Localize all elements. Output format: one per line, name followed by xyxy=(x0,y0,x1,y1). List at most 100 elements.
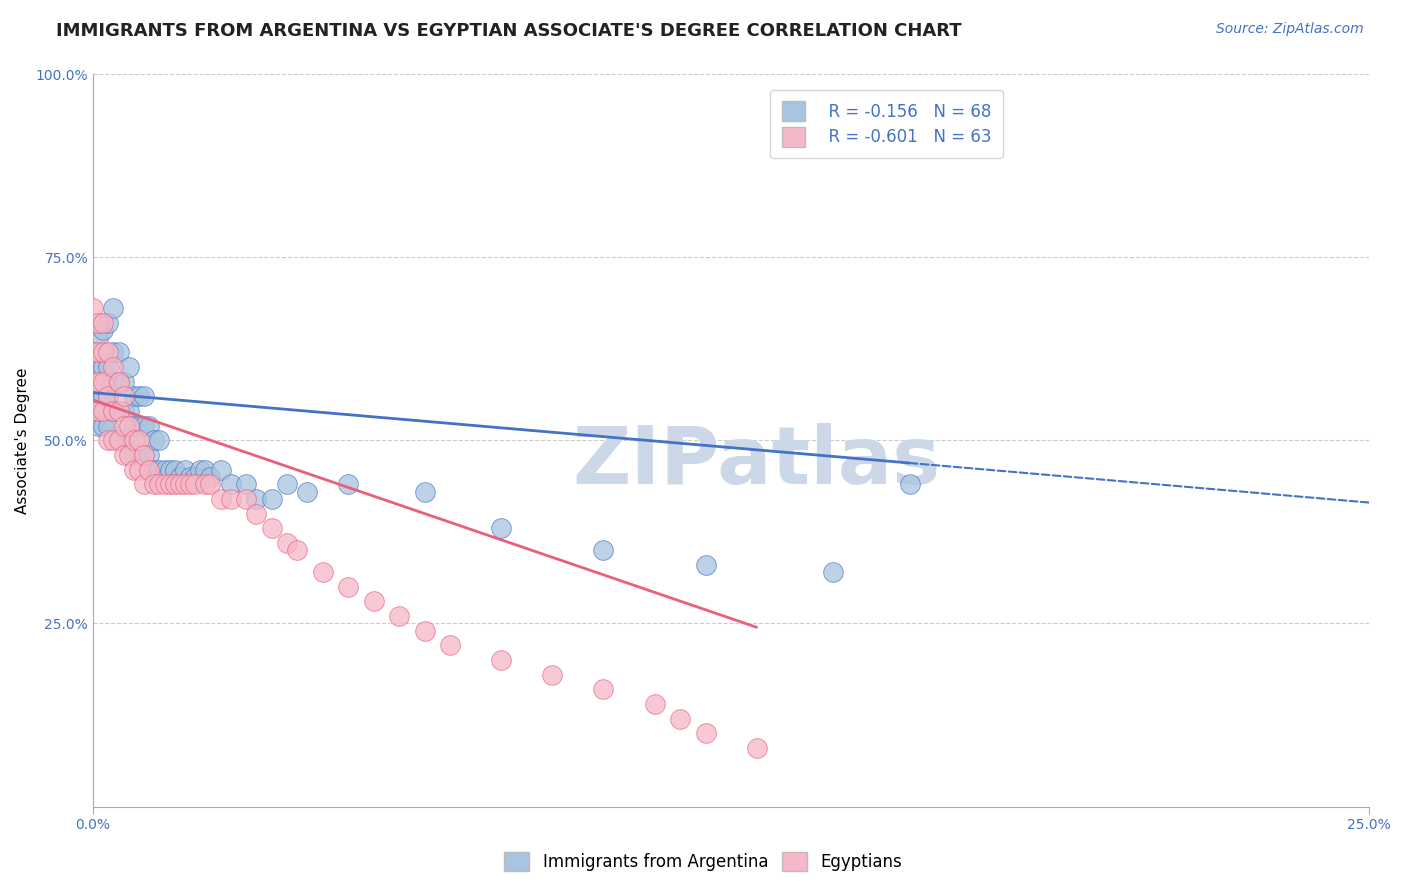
Point xyxy=(128,434,150,448)
Point xyxy=(179,477,201,491)
Point xyxy=(107,434,129,448)
Point xyxy=(297,484,319,499)
Point xyxy=(132,418,155,433)
Point xyxy=(103,375,125,389)
Point xyxy=(87,316,110,330)
Point xyxy=(122,418,145,433)
Point xyxy=(823,565,845,579)
Point xyxy=(184,470,207,484)
Point xyxy=(91,418,114,433)
Point xyxy=(260,521,283,535)
Point xyxy=(363,594,385,608)
Point xyxy=(132,477,155,491)
Point xyxy=(148,462,170,476)
Point xyxy=(82,375,104,389)
Point xyxy=(103,404,125,418)
Point xyxy=(169,470,191,484)
Point xyxy=(122,434,145,448)
Point xyxy=(745,741,768,756)
Point xyxy=(112,434,135,448)
Point xyxy=(97,389,120,403)
Legend: Immigrants from Argentina, Egyptians: Immigrants from Argentina, Egyptians xyxy=(496,843,910,880)
Point xyxy=(188,462,211,476)
Point xyxy=(82,301,104,316)
Point xyxy=(138,462,160,476)
Point xyxy=(118,448,141,462)
Point xyxy=(200,477,222,491)
Point xyxy=(107,404,129,418)
Point xyxy=(159,462,181,476)
Point xyxy=(118,418,141,433)
Point xyxy=(592,543,614,558)
Point xyxy=(97,418,120,433)
Point xyxy=(91,375,114,389)
Point xyxy=(97,434,120,448)
Point xyxy=(695,726,717,740)
Point xyxy=(153,477,176,491)
Point xyxy=(138,448,160,462)
Point xyxy=(82,345,104,359)
Point xyxy=(103,301,125,316)
Point xyxy=(209,491,232,506)
Point xyxy=(179,470,201,484)
Point xyxy=(103,404,125,418)
Point xyxy=(163,462,186,476)
Point xyxy=(91,389,114,403)
Point xyxy=(87,418,110,433)
Point xyxy=(103,345,125,359)
Point xyxy=(219,491,242,506)
Point xyxy=(592,682,614,697)
Point xyxy=(163,477,186,491)
Point xyxy=(245,507,267,521)
Point xyxy=(118,434,141,448)
Point xyxy=(87,397,110,411)
Point xyxy=(169,477,191,491)
Point xyxy=(337,477,360,491)
Point xyxy=(491,521,513,535)
Point xyxy=(107,345,129,359)
Point xyxy=(107,434,129,448)
Point xyxy=(112,448,135,462)
Point xyxy=(413,624,436,638)
Point xyxy=(82,345,104,359)
Point xyxy=(112,375,135,389)
Point xyxy=(184,477,207,491)
Point xyxy=(194,462,217,476)
Point xyxy=(898,477,921,491)
Point xyxy=(235,477,257,491)
Point xyxy=(439,639,461,653)
Point xyxy=(122,462,145,476)
Point xyxy=(194,477,217,491)
Point xyxy=(132,389,155,403)
Y-axis label: Associate's Degree: Associate's Degree xyxy=(15,367,30,514)
Point xyxy=(82,404,104,418)
Point xyxy=(132,448,155,462)
Point xyxy=(143,434,166,448)
Point xyxy=(91,404,114,418)
Text: Source: ZipAtlas.com: Source: ZipAtlas.com xyxy=(1216,22,1364,37)
Point xyxy=(148,477,170,491)
Point xyxy=(128,389,150,403)
Point xyxy=(245,491,267,506)
Point xyxy=(91,359,114,374)
Point xyxy=(138,418,160,433)
Point xyxy=(143,462,166,476)
Point xyxy=(112,418,135,433)
Point xyxy=(103,434,125,448)
Point xyxy=(97,389,120,403)
Point xyxy=(107,404,129,418)
Point xyxy=(103,359,125,374)
Point xyxy=(695,558,717,572)
Point xyxy=(91,323,114,337)
Point xyxy=(337,580,360,594)
Point xyxy=(118,404,141,418)
Legend:   R = -0.156   N = 68,   R = -0.601   N = 63: R = -0.156 N = 68, R = -0.601 N = 63 xyxy=(770,90,1004,158)
Point xyxy=(87,404,110,418)
Point xyxy=(118,359,141,374)
Point xyxy=(200,470,222,484)
Point xyxy=(669,712,692,726)
Point xyxy=(276,477,298,491)
Point xyxy=(87,345,110,359)
Point xyxy=(128,418,150,433)
Point xyxy=(388,609,411,624)
